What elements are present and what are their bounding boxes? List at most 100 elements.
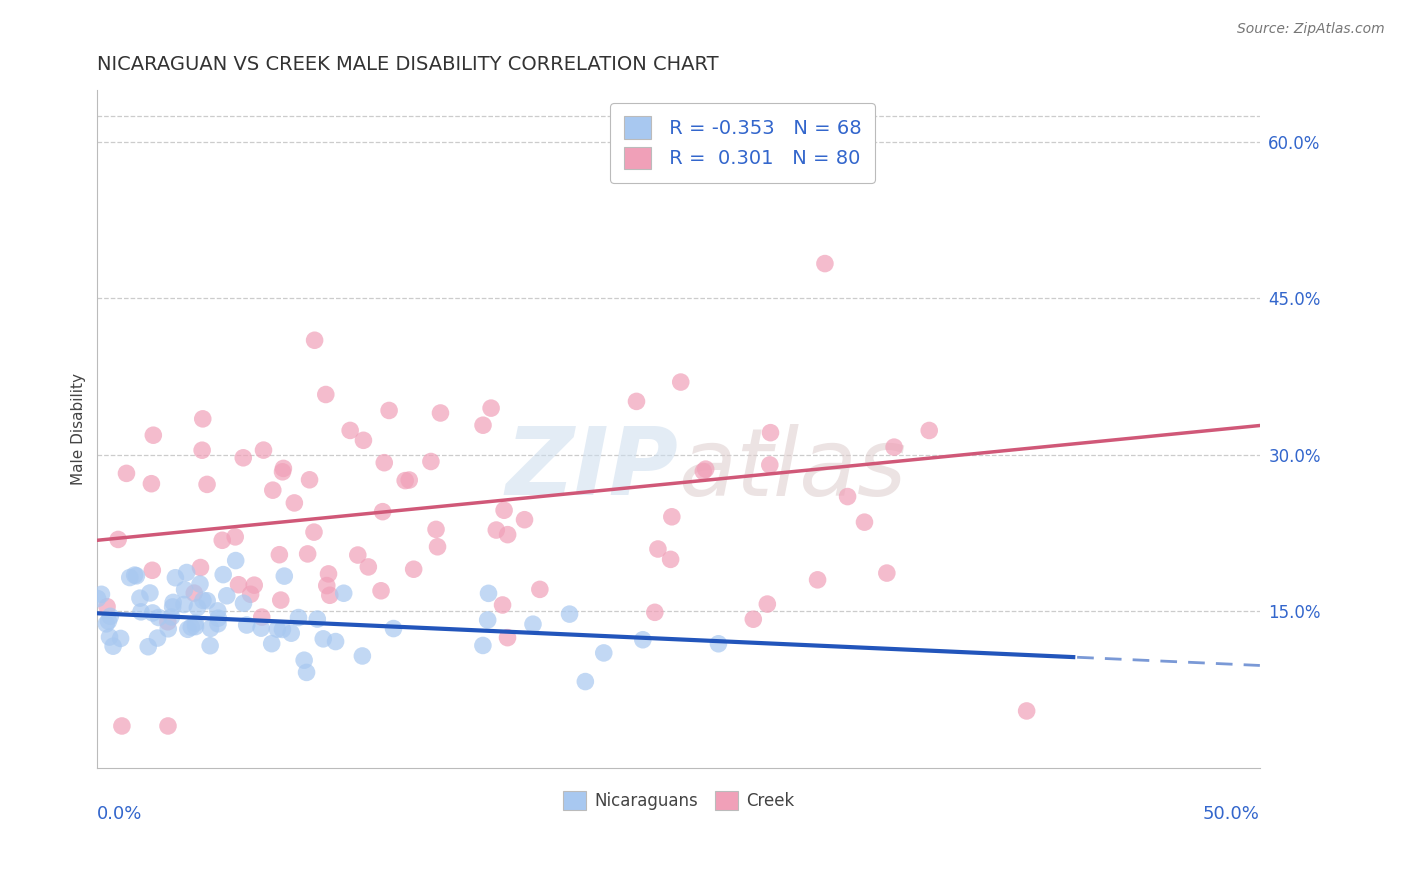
Point bbox=[352, 434, 374, 448]
Point bbox=[695, 462, 717, 476]
Point bbox=[479, 401, 502, 416]
Point bbox=[98, 630, 121, 644]
Point bbox=[477, 586, 499, 600]
Point bbox=[419, 454, 441, 468]
Point bbox=[260, 637, 283, 651]
Legend: Nicaraguans, Creek: Nicaraguans, Creek bbox=[555, 784, 801, 817]
Point bbox=[918, 424, 941, 438]
Point bbox=[271, 623, 294, 637]
Point bbox=[212, 567, 235, 582]
Point bbox=[273, 569, 295, 583]
Point bbox=[266, 622, 288, 636]
Point bbox=[742, 612, 765, 626]
Text: ZIP: ZIP bbox=[506, 424, 679, 516]
Point bbox=[471, 639, 494, 653]
Point bbox=[378, 403, 401, 417]
Point bbox=[332, 586, 354, 600]
Point bbox=[302, 525, 325, 540]
Point bbox=[125, 569, 148, 583]
Text: 0.0%: 0.0% bbox=[97, 805, 143, 823]
Point bbox=[215, 589, 238, 603]
Point bbox=[312, 632, 335, 646]
Point bbox=[224, 530, 246, 544]
Point bbox=[692, 464, 714, 478]
Point bbox=[529, 582, 551, 597]
Point bbox=[191, 412, 214, 426]
Point bbox=[191, 593, 214, 607]
Point bbox=[86, 591, 108, 606]
Point bbox=[111, 719, 134, 733]
Point bbox=[429, 406, 451, 420]
Point bbox=[184, 616, 207, 631]
Point bbox=[156, 719, 179, 733]
Point bbox=[297, 547, 319, 561]
Point bbox=[183, 586, 205, 600]
Point bbox=[107, 533, 129, 547]
Point bbox=[315, 578, 337, 592]
Point bbox=[262, 483, 284, 498]
Point bbox=[207, 611, 229, 625]
Point bbox=[280, 626, 302, 640]
Point bbox=[496, 631, 519, 645]
Point bbox=[477, 613, 499, 627]
Point bbox=[394, 474, 416, 488]
Point bbox=[211, 533, 233, 548]
Point bbox=[318, 566, 340, 581]
Point bbox=[98, 609, 121, 624]
Point bbox=[148, 610, 170, 624]
Point bbox=[129, 605, 152, 619]
Point bbox=[472, 418, 495, 433]
Point bbox=[200, 621, 222, 635]
Point bbox=[644, 605, 666, 619]
Point bbox=[195, 594, 218, 608]
Point bbox=[325, 634, 347, 648]
Point bbox=[129, 591, 152, 606]
Point bbox=[162, 595, 184, 609]
Point bbox=[101, 639, 124, 653]
Point bbox=[96, 616, 118, 631]
Point bbox=[496, 527, 519, 541]
Point bbox=[315, 387, 337, 401]
Point bbox=[647, 541, 669, 556]
Point bbox=[136, 640, 159, 654]
Point bbox=[319, 588, 342, 602]
Point bbox=[371, 505, 394, 519]
Point bbox=[402, 562, 425, 576]
Point bbox=[283, 496, 305, 510]
Point bbox=[707, 637, 730, 651]
Point bbox=[756, 597, 779, 611]
Point bbox=[239, 587, 262, 601]
Point bbox=[522, 617, 544, 632]
Point bbox=[339, 424, 361, 438]
Point bbox=[225, 553, 247, 567]
Point bbox=[115, 467, 138, 481]
Point bbox=[659, 552, 682, 566]
Point bbox=[485, 523, 508, 537]
Point bbox=[271, 465, 294, 479]
Point bbox=[295, 665, 318, 680]
Point bbox=[173, 598, 195, 612]
Point bbox=[176, 566, 198, 580]
Point bbox=[195, 477, 218, 491]
Point bbox=[661, 509, 683, 524]
Point bbox=[142, 606, 165, 620]
Point bbox=[304, 333, 326, 347]
Point bbox=[186, 600, 208, 615]
Text: NICARAGUAN VS CREEK MALE DISABILITY CORRELATION CHART: NICARAGUAN VS CREEK MALE DISABILITY CORR… bbox=[97, 55, 718, 74]
Point bbox=[139, 586, 162, 600]
Point bbox=[146, 631, 169, 645]
Point bbox=[853, 515, 876, 529]
Point bbox=[198, 639, 221, 653]
Point bbox=[814, 256, 837, 270]
Point bbox=[97, 614, 120, 628]
Point bbox=[270, 593, 292, 607]
Text: Source: ZipAtlas.com: Source: ZipAtlas.com bbox=[1237, 22, 1385, 37]
Point bbox=[173, 582, 195, 597]
Point bbox=[876, 566, 898, 580]
Point bbox=[669, 375, 692, 389]
Point bbox=[398, 473, 420, 487]
Point bbox=[110, 632, 132, 646]
Point bbox=[298, 473, 321, 487]
Point bbox=[491, 598, 513, 612]
Point bbox=[837, 490, 859, 504]
